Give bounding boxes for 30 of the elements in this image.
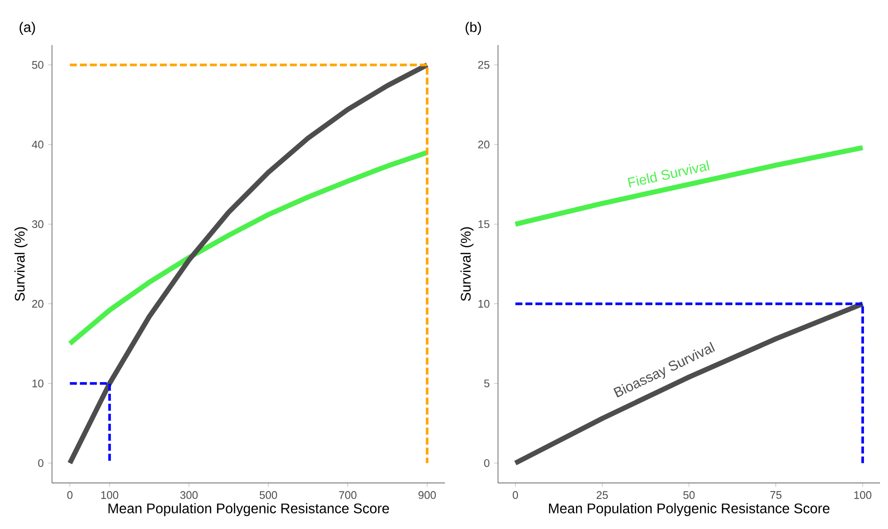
x-tick-label: 100 <box>854 491 872 499</box>
x-axis-title: Mean Population Polygenic Resistance Score <box>549 503 830 516</box>
x-tick-label: 25 <box>596 491 608 499</box>
y-tick-label: 0 <box>38 459 44 467</box>
y-tick-label: 5 <box>484 380 490 388</box>
x-tick-label: 700 <box>339 491 356 499</box>
y-tick-label: 20 <box>32 300 44 308</box>
x-axis-title: Mean Population Polygenic Resistance Score <box>108 503 389 516</box>
y-tick-label: 30 <box>32 220 44 228</box>
x-tick-label: 100 <box>101 491 118 499</box>
y-tick-label: 15 <box>478 220 490 228</box>
y-tick-label: 10 <box>32 380 44 388</box>
chart-title: (a) <box>20 22 35 35</box>
y-tick-label: 10 <box>478 300 490 308</box>
x-tick-label: 300 <box>180 491 198 499</box>
y-tick-label: 50 <box>32 61 44 69</box>
text: Field Survival <box>628 160 710 188</box>
x-tick-label: 75 <box>770 491 782 499</box>
x-tick-label: 500 <box>260 491 278 499</box>
x-tick-label: 0 <box>512 491 518 499</box>
y-axis-title: Survival (%) <box>14 227 28 301</box>
y-axis-title: Survival (%) <box>460 227 474 301</box>
y-tick-label: 20 <box>478 140 490 148</box>
chart-title: (b) <box>466 22 481 35</box>
x-tick-label: 0 <box>67 491 72 499</box>
x-tick-label: 900 <box>418 491 436 499</box>
y-tick-label: 0 <box>484 459 490 467</box>
x-tick-label: 50 <box>683 491 695 499</box>
y-tick-label: 25 <box>478 61 490 69</box>
y-tick-label: 40 <box>32 140 44 148</box>
